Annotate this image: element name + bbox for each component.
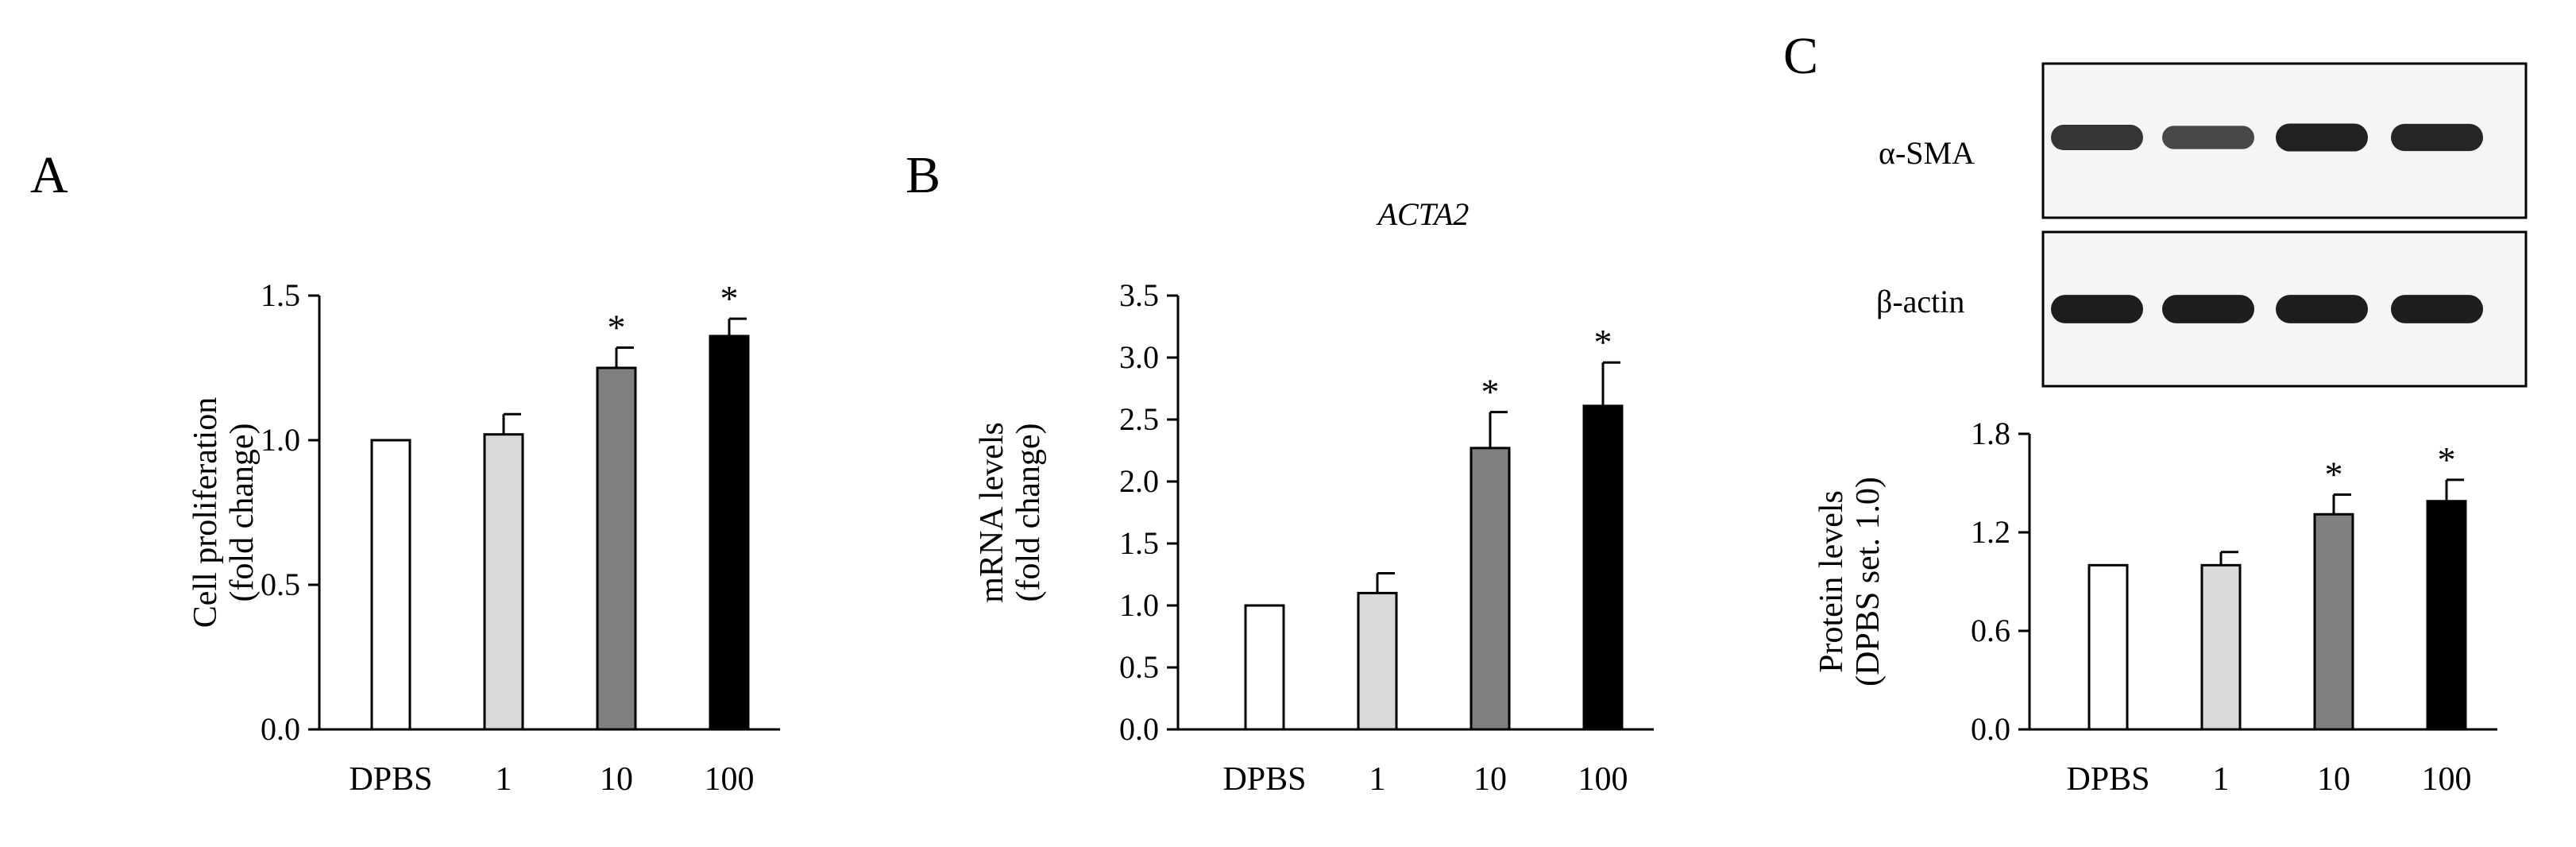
x-tick-label: 1 — [1369, 761, 1386, 798]
y-tick-label: 1.5 — [261, 277, 300, 313]
y-tick-label: 1.0 — [1119, 587, 1159, 623]
y-axis-title-line: Protein levels — [1813, 490, 1850, 673]
y-tick-label: 3.0 — [1119, 339, 1159, 375]
bar — [1470, 447, 1511, 731]
y-tick-label: 1.8 — [1971, 416, 2010, 451]
y-axis-title-line: Cell proliferation — [187, 397, 224, 628]
x-tick-label: DPBS — [349, 761, 432, 798]
panel-letter-c: C — [1783, 27, 1818, 85]
x-tick-label: DPBS — [2066, 761, 2149, 798]
x-tick-label: 1 — [2213, 761, 2230, 798]
y-axis-title-line: mRNA levels — [974, 422, 1010, 603]
bar — [2087, 563, 2129, 731]
y-tick-label: 1.2 — [1971, 514, 2010, 550]
blot-band — [2162, 295, 2254, 323]
y-tick-label: 2.0 — [1119, 463, 1159, 499]
significance-marker: * — [2325, 454, 2343, 494]
y-tick-label: 0.5 — [261, 567, 300, 602]
y-tick-label: 0.0 — [1971, 711, 2010, 747]
blot-label-beta-actin: β-actin — [1876, 284, 1964, 319]
blot-band — [2162, 126, 2254, 149]
y-tick-label: 0.6 — [1971, 613, 2010, 648]
panel-letter-b: B — [906, 146, 940, 204]
y-tick-label: 1.0 — [261, 422, 300, 458]
bar — [2313, 512, 2354, 731]
blot-band — [2391, 123, 2483, 152]
bar — [2426, 500, 2467, 731]
bar — [1244, 604, 1285, 731]
blot-band — [2276, 123, 2368, 152]
x-tick-label: DPBS — [1222, 761, 1306, 798]
significance-marker: * — [1594, 322, 1612, 362]
y-axis-title-line: (fold change) — [224, 423, 261, 601]
significance-marker: * — [2438, 439, 2456, 480]
bar — [483, 433, 524, 731]
blot-band — [2391, 295, 2483, 323]
blot-band — [2276, 295, 2368, 323]
blot-band — [2051, 295, 2143, 323]
blot-label-alpha-sma: α-SMA — [1879, 135, 1975, 171]
x-tick-label: 1 — [496, 761, 512, 798]
significance-marker: * — [608, 307, 626, 348]
chart-b-title: ACTA2 — [1376, 196, 1470, 232]
x-tick-label: 100 — [2422, 761, 2472, 798]
chart-b: 0.0 0.5 1.0 1.5 2.0 2.5 3.0 3.5 mRNA levels (fold… — [974, 277, 1654, 798]
y-tick-label: 3.5 — [1119, 277, 1159, 313]
y-axis-title-line: (DPBS set. 1.0) — [1850, 477, 1887, 686]
x-tick-label: 10 — [600, 761, 633, 798]
y-tick-label: 2.5 — [1119, 401, 1159, 437]
significance-marker: * — [720, 278, 739, 319]
bar — [1582, 404, 1624, 731]
blot-band — [2051, 124, 2143, 151]
x-tick-label: 10 — [1473, 761, 1507, 798]
chart-c: 0.0 0.6 1.2 1.8 Protein levels (DPBS set. 1.0… — [1813, 416, 2497, 798]
bar — [596, 366, 637, 731]
x-tick-label: 100 — [1578, 761, 1628, 798]
bar — [709, 335, 750, 731]
bar — [2200, 563, 2242, 731]
y-tick-label: 1.5 — [1119, 525, 1159, 561]
bar — [1357, 591, 1398, 731]
x-tick-label: 100 — [705, 761, 755, 798]
chart-a: 0.0 0.5 1.0 1.5 Cell proliferation (fold chan… — [187, 277, 780, 798]
western-blot: α-SMA β-actin — [1876, 62, 2528, 388]
significance-marker: * — [1481, 372, 1500, 412]
x-tick-label: 10 — [2317, 761, 2350, 798]
y-axis-title-line: (fold change) — [1010, 423, 1047, 601]
y-tick-label: 0.0 — [1119, 711, 1159, 747]
bar — [370, 439, 411, 731]
y-tick-label: 0.0 — [261, 711, 300, 747]
panel-letter-a: A — [30, 146, 68, 204]
y-tick-label: 0.5 — [1119, 649, 1159, 685]
